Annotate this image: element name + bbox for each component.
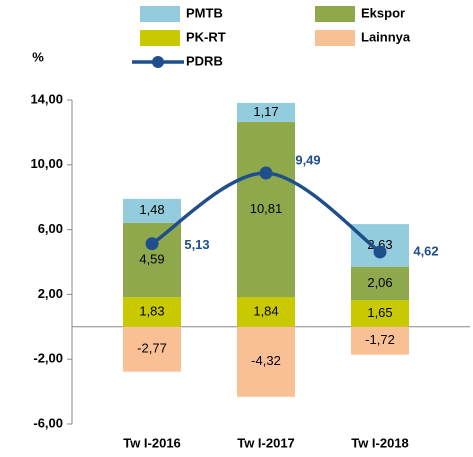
legend-label: Ekspor xyxy=(361,5,405,20)
line-value-label: 9,49 xyxy=(295,152,320,167)
bar-segment xyxy=(351,300,409,327)
y-tick-label: 14,00 xyxy=(30,91,63,106)
legend-label: PDRB xyxy=(186,53,223,68)
line-marker xyxy=(145,237,159,251)
bar-segment xyxy=(237,121,295,297)
y-tick-label: -6,00 xyxy=(33,415,63,430)
x-tick-label: Tw I-2016 xyxy=(123,435,181,450)
bar-segment xyxy=(123,326,181,372)
legend-swatch xyxy=(140,6,180,22)
value-label: -4,32 xyxy=(251,353,281,368)
x-tick-label: Tw I-2017 xyxy=(237,435,295,450)
line-value-label: 5,13 xyxy=(184,237,209,252)
value-label: 1,48 xyxy=(139,202,164,217)
legend-marker xyxy=(152,56,164,68)
line-marker xyxy=(259,166,273,180)
bar-segment xyxy=(237,326,295,397)
y-tick-label: 2,00 xyxy=(38,286,63,301)
value-label: 2,06 xyxy=(367,275,392,290)
line-value-label: 4,62 xyxy=(413,243,438,258)
x-tick-label: Tw I-2018 xyxy=(351,435,409,450)
value-label: 10,81 xyxy=(250,201,283,216)
bar-segment xyxy=(123,222,181,298)
value-label: -1,72 xyxy=(365,332,395,347)
bar-segment xyxy=(237,296,295,327)
bar-segment xyxy=(123,198,181,223)
legend-label: PK-RT xyxy=(186,29,226,44)
legend-label: PMTB xyxy=(186,5,223,20)
value-label: 1,84 xyxy=(253,303,278,318)
value-label: 1,17 xyxy=(253,104,278,119)
bar-segment xyxy=(351,224,409,267)
value-label: -2,77 xyxy=(137,341,167,356)
value-label: 1,83 xyxy=(139,303,164,318)
bar-segment xyxy=(351,326,409,355)
y-tick-label: 6,00 xyxy=(38,221,63,236)
value-label: 1,65 xyxy=(367,305,392,320)
line-marker xyxy=(373,245,387,259)
y-tick-label: -2,00 xyxy=(33,351,63,366)
bar-segment xyxy=(351,266,409,301)
legend-label: Lainnya xyxy=(361,29,411,44)
y-tick-label: 10,00 xyxy=(30,156,63,171)
bar-segment xyxy=(237,102,295,122)
legend-swatch xyxy=(140,30,180,46)
bar-segment xyxy=(123,297,181,327)
value-label: 4,59 xyxy=(139,251,164,266)
y-axis-label: % xyxy=(32,49,44,64)
legend-swatch xyxy=(315,6,355,22)
legend-swatch xyxy=(315,30,355,46)
